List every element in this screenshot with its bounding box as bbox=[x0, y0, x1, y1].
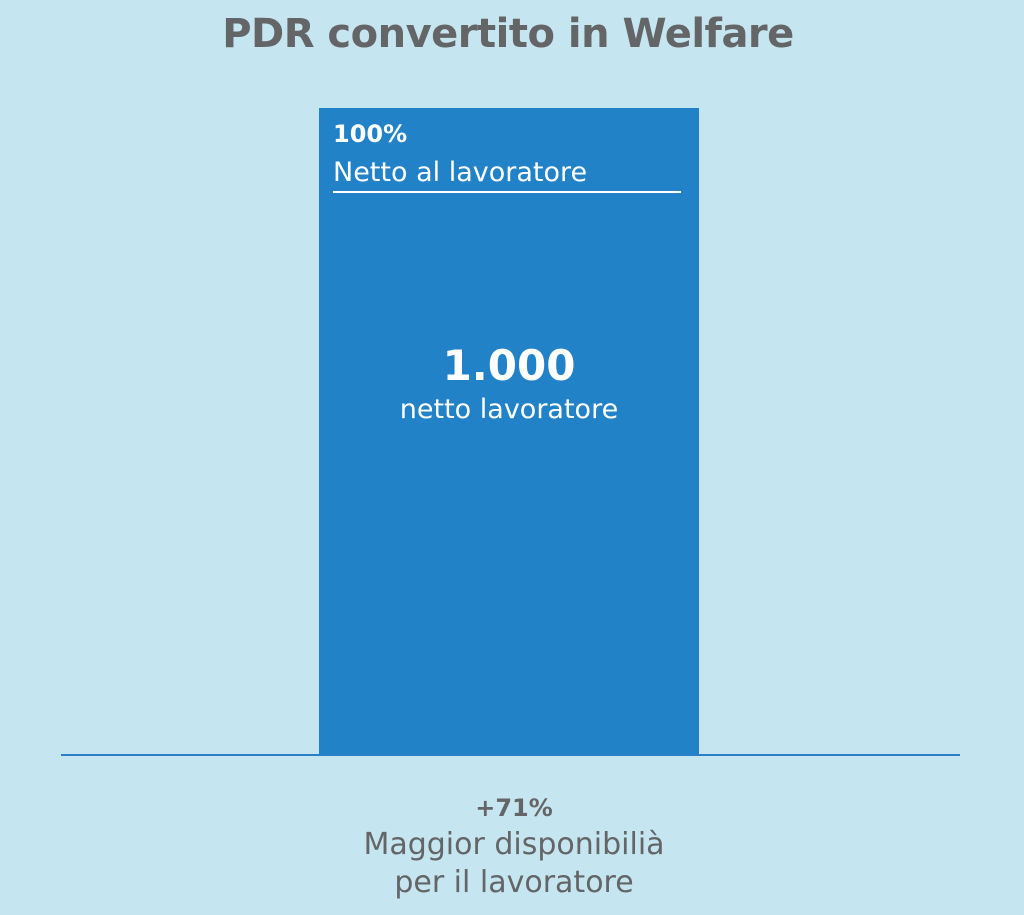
gain-annotation: +71% Maggior disponibilià per il lavorat… bbox=[0, 790, 1024, 902]
bar-percent-label: 100% bbox=[333, 120, 407, 148]
chart-title: PDR convertito in Welfare bbox=[222, 11, 794, 57]
gain-caption-line-2: per il lavoratore bbox=[394, 865, 634, 900]
bar-percent-caption: Netto al lavoratore bbox=[333, 157, 587, 188]
bar-value-caption: netto lavoratore bbox=[400, 394, 618, 425]
gain-percent: +71% bbox=[475, 794, 553, 822]
gain-caption-line-1: Maggior disponibilià bbox=[363, 827, 665, 862]
bar bbox=[319, 108, 699, 755]
bar-value-label: 1.000 bbox=[443, 341, 576, 390]
